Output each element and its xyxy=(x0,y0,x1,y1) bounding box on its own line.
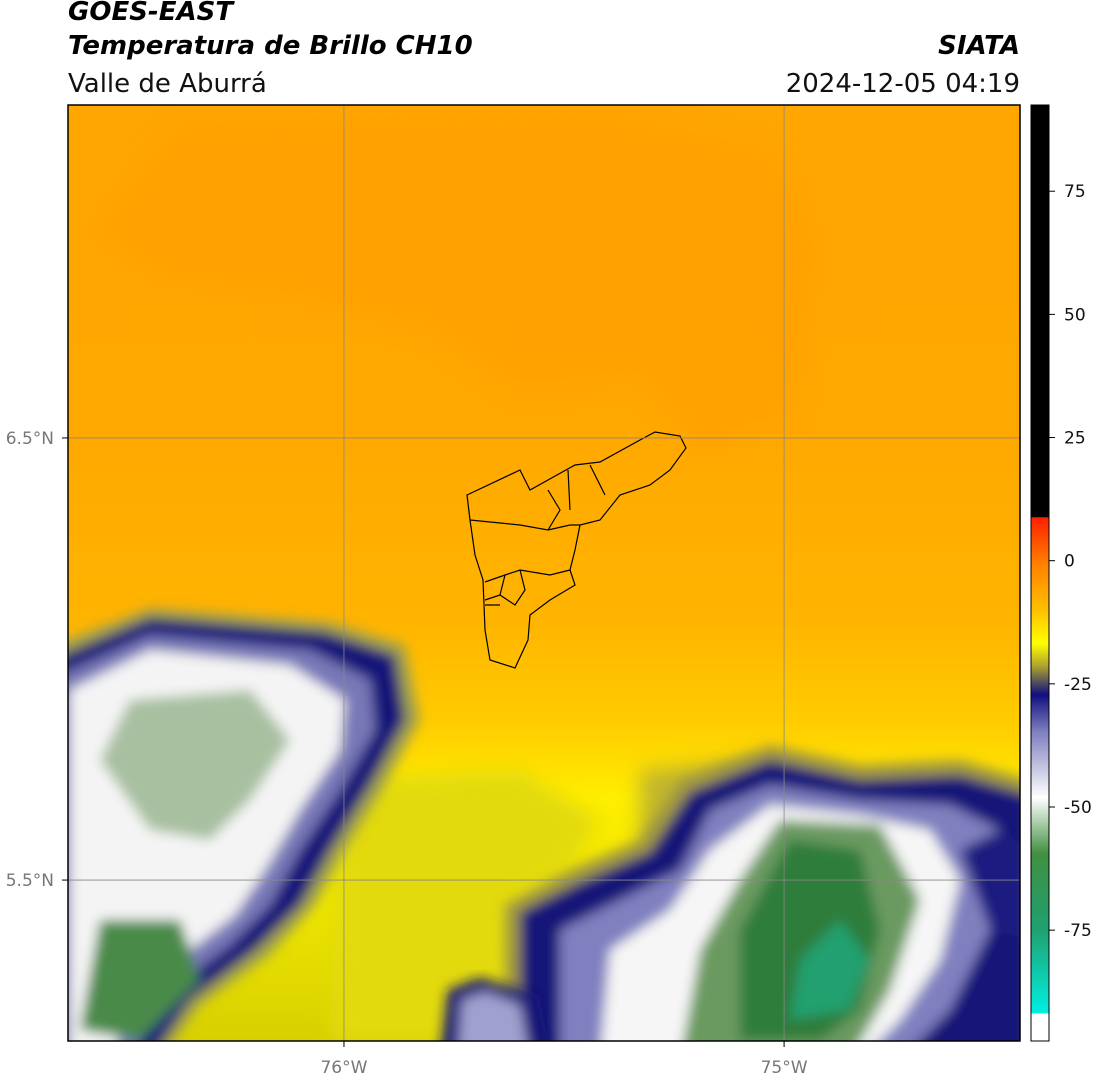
subtitle: Temperatura de Brillo CH10 xyxy=(68,31,473,61)
valley-boundaries xyxy=(466,431,687,669)
colorbar-tick-label: 0 xyxy=(1064,552,1075,572)
y-tick-label: 6.5°N xyxy=(6,429,54,449)
colorbar-tick-label: 50 xyxy=(1064,305,1086,325)
region: Valle de Aburrá xyxy=(68,69,267,99)
grid xyxy=(68,105,1020,1041)
colorbar-tick-label: -50 xyxy=(1064,798,1092,818)
y-tick-label: 5.5°N xyxy=(6,871,54,891)
colorbar-tick-label: 25 xyxy=(1064,429,1086,449)
map-frame xyxy=(67,104,1021,1042)
temperature-field xyxy=(90,110,820,1041)
title: GOES-EAST xyxy=(68,0,235,27)
x-tick-label: 75°W xyxy=(761,1058,808,1078)
cloud-right xyxy=(505,745,1020,1041)
colorbar-tick-label: -75 xyxy=(1064,921,1092,941)
cloud-left xyxy=(68,608,420,1041)
cloud-small xyxy=(442,978,545,1041)
colorbar-tick-label: -25 xyxy=(1064,675,1092,695)
map-image xyxy=(68,105,1020,1041)
x-tick-label: 76°W xyxy=(320,1058,367,1078)
datetime: 2024-12-05 04:19 xyxy=(786,69,1020,99)
colorbar xyxy=(1030,104,1050,1042)
colorbar-tick-label: 75 xyxy=(1064,182,1086,202)
source: SIATA xyxy=(938,31,1020,61)
